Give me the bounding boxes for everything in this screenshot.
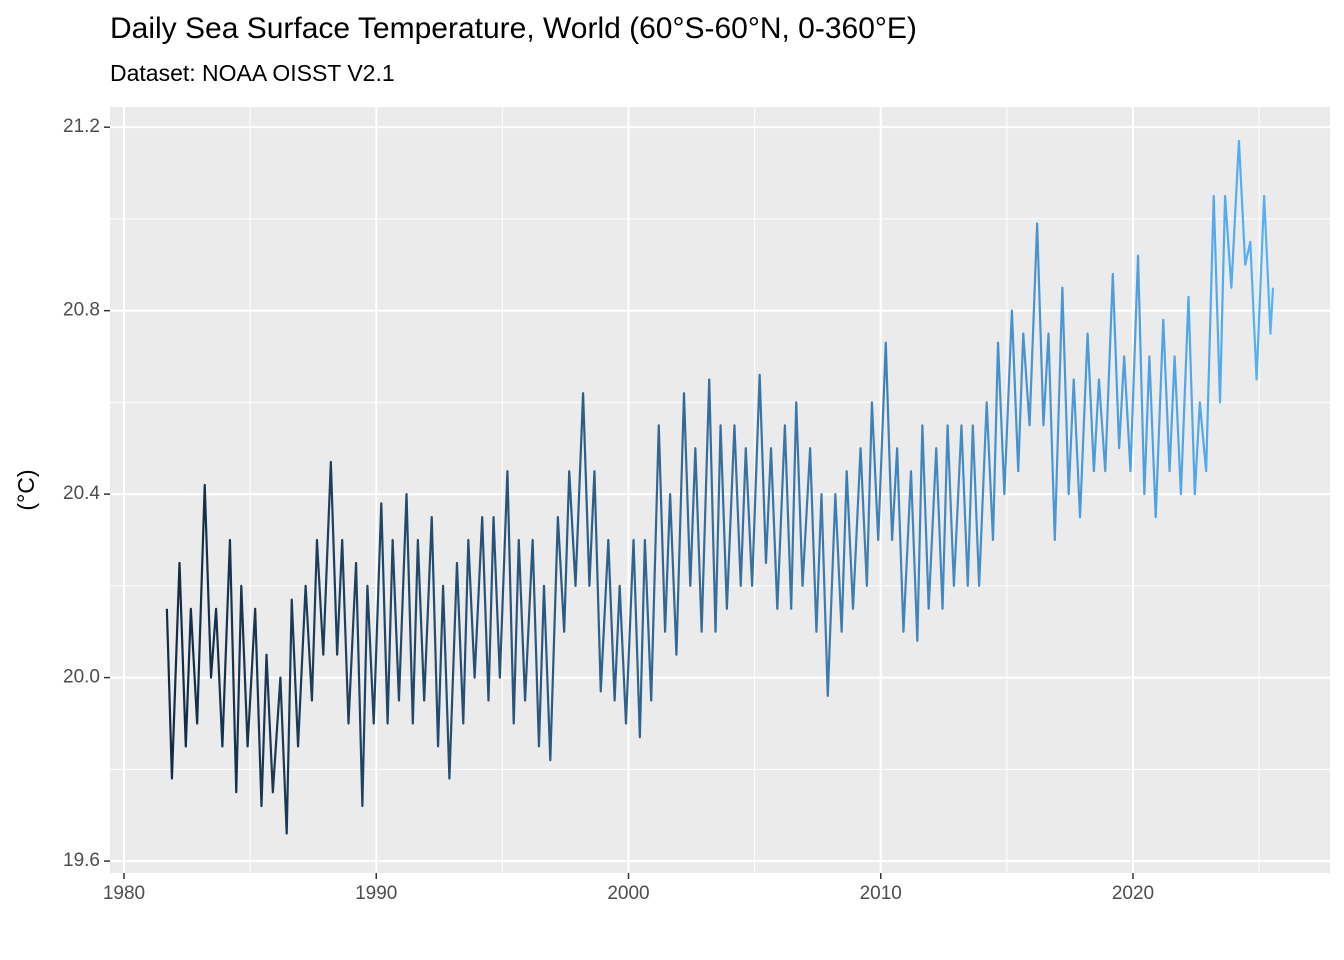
- x-tick-label: 1990: [355, 883, 397, 904]
- x-tick-label: 2010: [860, 883, 902, 904]
- data-line: [165, 139, 1275, 835]
- y-tick-label: 21.2: [63, 116, 100, 137]
- y-tick-label: 19.6: [63, 850, 100, 871]
- y-axis-label: (°C): [13, 469, 39, 510]
- x-tick-label: 2020: [1112, 883, 1154, 904]
- y-tick-label: 20.8: [63, 300, 100, 321]
- y-tick-label: 20.0: [63, 667, 100, 688]
- x-tick-label: 1980: [103, 883, 145, 904]
- y-tick-label: 20.4: [63, 483, 100, 504]
- chart-subtitle: Dataset: NOAA OISST V2.1: [110, 60, 395, 86]
- chart-title: Daily Sea Surface Temperature, World (60…: [110, 12, 917, 45]
- x-tick-label: 2000: [607, 883, 649, 904]
